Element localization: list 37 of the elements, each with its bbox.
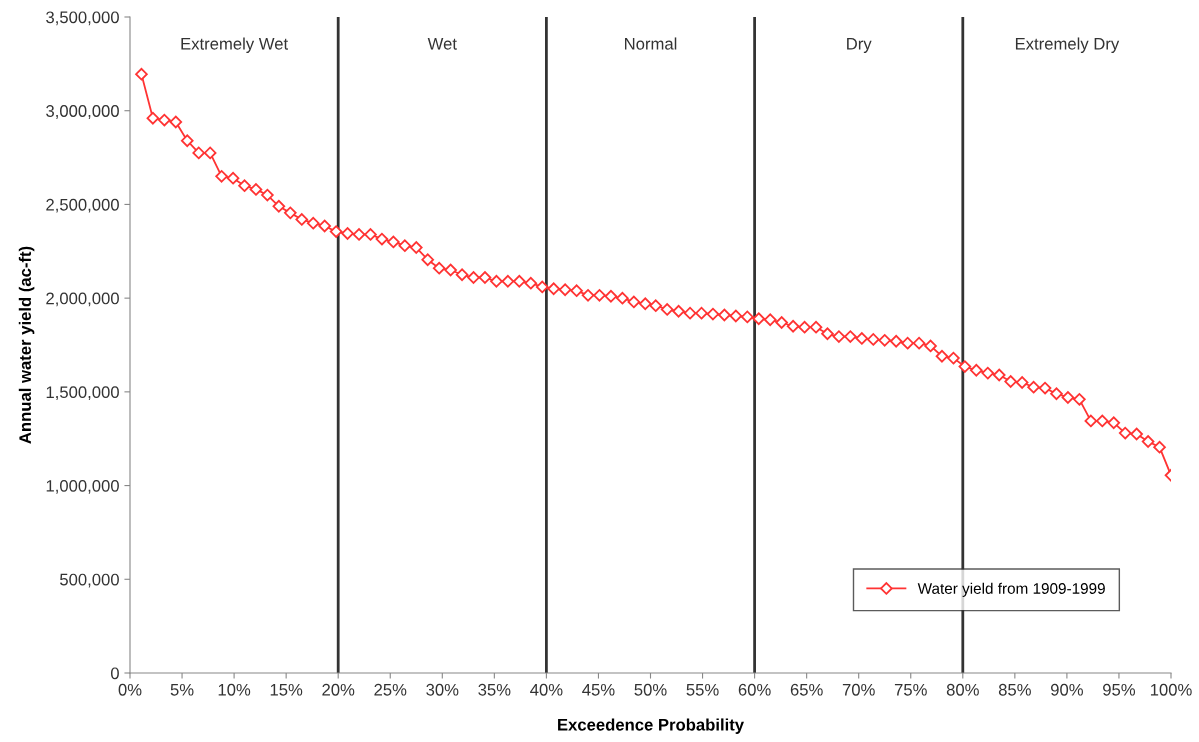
x-tick-label: 60%	[738, 683, 771, 696]
x-tick-label: 10%	[218, 683, 251, 696]
x-tick-label: 80%	[946, 683, 979, 696]
x-axis-title: Exceedence Probability	[558, 718, 744, 734]
x-tick-label: 75%	[894, 683, 927, 696]
x-tick-label: 55%	[686, 683, 719, 696]
x-tick-label: 25%	[374, 683, 407, 696]
y-tick-label: 2,500,000	[46, 198, 119, 213]
annotation: Extremely Dry	[1015, 37, 1120, 53]
x-tick-label: 40%	[530, 683, 563, 696]
x-tick-label: 15%	[270, 683, 303, 696]
x-tick-label: 50%	[634, 683, 667, 696]
x-tick-label: 0%	[118, 683, 142, 696]
y-tick-label: 1,000,000	[46, 479, 119, 494]
x-tick-label: 65%	[790, 683, 823, 696]
annotation: Dry	[847, 38, 872, 53]
x-tick-label: 85%	[998, 683, 1031, 696]
x-tick-label: 100%	[1150, 683, 1192, 696]
x-tick-label: 30%	[426, 683, 459, 696]
y-tick-label: 3,000,000	[46, 105, 119, 119]
annotation: Wet	[427, 38, 457, 50]
x-tick-label: 95%	[1103, 683, 1136, 696]
x-tick-label: 35%	[478, 683, 511, 696]
y-tick-label: 1,500,000	[46, 386, 119, 401]
y-tick-label: 3,500,000	[46, 11, 119, 26]
x-tick-label: 45%	[582, 683, 615, 696]
annotation: Extremely Wet	[181, 37, 289, 53]
x-tick-label: 70%	[842, 683, 875, 696]
x-tick-label: 90%	[1051, 683, 1083, 696]
x-tick-label: 5%	[170, 683, 194, 696]
x-tick-label: 20%	[322, 683, 355, 696]
y-tick-label: 0	[110, 667, 119, 680]
y-tick-label: 500,000	[60, 573, 119, 588]
annotation: Normal	[625, 37, 677, 50]
y-axis-title: Annual water yield (ac-ft)	[18, 246, 35, 444]
y-tick-label: 2,000,000	[46, 292, 119, 307]
legend-label: Water yield from 1909-1999	[917, 582, 1105, 597]
